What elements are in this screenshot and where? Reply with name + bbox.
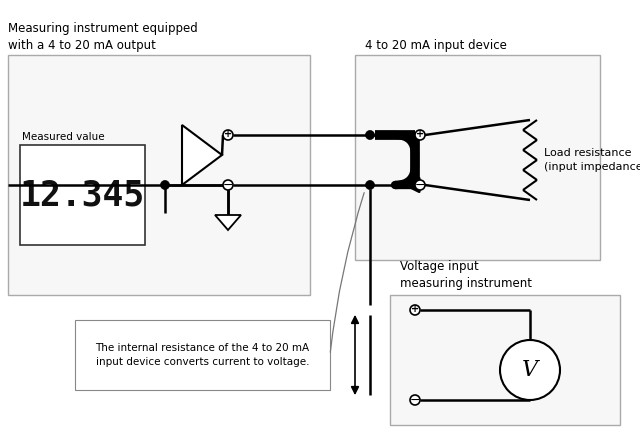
Circle shape <box>365 181 374 190</box>
Text: −: − <box>223 179 233 192</box>
Polygon shape <box>355 55 600 260</box>
Polygon shape <box>182 125 222 185</box>
Polygon shape <box>75 320 330 390</box>
Polygon shape <box>390 295 620 425</box>
Text: +: + <box>416 129 424 139</box>
Text: Measured value: Measured value <box>22 132 104 142</box>
Circle shape <box>223 180 233 190</box>
Text: −: − <box>410 394 420 407</box>
Text: Load resistance
(input impedance): Load resistance (input impedance) <box>544 149 640 172</box>
Text: 4 to 20 mA input device: 4 to 20 mA input device <box>365 39 507 52</box>
Text: 12.345: 12.345 <box>20 178 145 212</box>
Text: V: V <box>522 359 538 381</box>
Text: +: + <box>224 129 232 139</box>
Polygon shape <box>8 55 310 295</box>
Circle shape <box>365 130 374 140</box>
Text: Measuring instrument equipped
with a 4 to 20 mA output: Measuring instrument equipped with a 4 t… <box>8 22 198 52</box>
Circle shape <box>410 395 420 405</box>
Circle shape <box>161 181 170 190</box>
Text: +: + <box>411 304 419 314</box>
Circle shape <box>410 305 420 315</box>
Circle shape <box>415 180 425 190</box>
Polygon shape <box>20 145 145 245</box>
Text: −: − <box>415 179 425 192</box>
Circle shape <box>500 340 560 400</box>
Circle shape <box>223 130 233 140</box>
Circle shape <box>415 130 425 140</box>
Text: Voltage input
measuring instrument: Voltage input measuring instrument <box>400 260 532 290</box>
Polygon shape <box>215 215 241 230</box>
Text: The internal resistance of the 4 to 20 mA
input device converts current to volta: The internal resistance of the 4 to 20 m… <box>95 343 310 367</box>
